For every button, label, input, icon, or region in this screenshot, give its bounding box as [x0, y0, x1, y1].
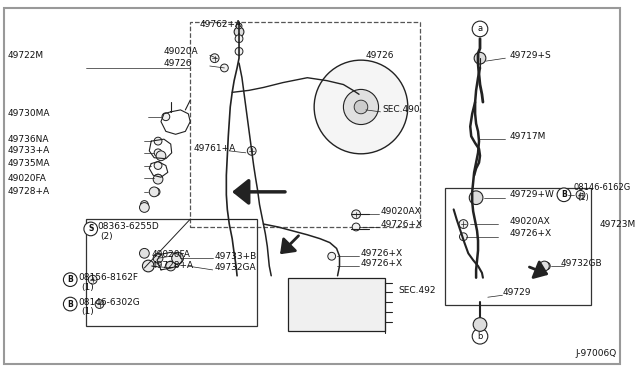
Text: 49735MA: 49735MA: [8, 159, 51, 168]
Text: J-97006Q: J-97006Q: [575, 349, 616, 358]
Circle shape: [247, 147, 256, 155]
Circle shape: [557, 188, 571, 202]
Bar: [86, 219, 257, 327]
Bar: [288, 278, 385, 331]
Text: 49729: 49729: [502, 288, 531, 297]
Circle shape: [156, 151, 166, 161]
Text: 08146-6302G: 08146-6302G: [78, 298, 140, 307]
Text: (2): (2): [100, 232, 113, 241]
Circle shape: [235, 35, 243, 42]
Circle shape: [143, 260, 154, 272]
Text: 49717M: 49717M: [509, 132, 546, 141]
Text: 49020FA: 49020FA: [8, 174, 47, 183]
Circle shape: [314, 60, 408, 154]
Circle shape: [152, 188, 160, 196]
Circle shape: [472, 21, 488, 37]
Text: 49726: 49726: [366, 51, 394, 60]
Text: 49726+X: 49726+X: [509, 229, 552, 238]
Circle shape: [354, 100, 368, 114]
Circle shape: [540, 261, 549, 271]
Circle shape: [95, 300, 104, 308]
Text: (1): (1): [81, 307, 93, 316]
Text: 08156-8162F: 08156-8162F: [78, 273, 138, 282]
Bar: [445, 188, 591, 305]
Text: 49020A: 49020A: [164, 47, 198, 56]
Text: B: B: [561, 190, 567, 199]
Circle shape: [352, 210, 360, 219]
Circle shape: [154, 137, 162, 145]
Text: S: S: [88, 224, 93, 233]
Text: 49020FA: 49020FA: [151, 250, 190, 259]
Text: 49728+A: 49728+A: [151, 262, 193, 270]
Text: 49728+A: 49728+A: [8, 187, 50, 196]
Text: 49733+A: 49733+A: [8, 146, 50, 155]
Circle shape: [154, 149, 162, 157]
Text: (1): (1): [577, 193, 589, 202]
Text: 49726+X: 49726+X: [361, 249, 403, 258]
Text: 49736NA: 49736NA: [8, 135, 49, 144]
Circle shape: [352, 223, 360, 231]
Text: 49729+W: 49729+W: [509, 190, 554, 199]
Circle shape: [140, 248, 149, 258]
Circle shape: [88, 275, 97, 284]
Circle shape: [235, 48, 243, 55]
Circle shape: [154, 174, 162, 182]
Circle shape: [543, 262, 550, 270]
Text: (1): (1): [81, 283, 93, 292]
Text: 49762+A: 49762+A: [200, 20, 242, 29]
Circle shape: [234, 27, 244, 37]
Text: 49726+X: 49726+X: [381, 219, 422, 228]
Bar: [190, 22, 419, 227]
Text: 49723M: 49723M: [600, 219, 636, 228]
Circle shape: [236, 23, 242, 29]
Text: 49732GB: 49732GB: [561, 259, 603, 267]
Circle shape: [344, 89, 378, 125]
Circle shape: [141, 201, 148, 208]
Circle shape: [221, 64, 228, 72]
Text: b: b: [477, 332, 483, 341]
Circle shape: [166, 261, 175, 271]
Text: 49726: 49726: [164, 58, 193, 68]
Text: 08146-6162G: 08146-6162G: [573, 183, 631, 192]
Circle shape: [328, 252, 335, 260]
Text: 49726+X: 49726+X: [361, 259, 403, 267]
Circle shape: [153, 253, 163, 263]
Text: 49730MA: 49730MA: [8, 109, 51, 118]
Circle shape: [460, 233, 467, 241]
Circle shape: [63, 273, 77, 286]
Text: a: a: [477, 25, 483, 33]
Text: SEC.490: SEC.490: [383, 105, 420, 115]
Circle shape: [473, 318, 487, 331]
Circle shape: [474, 52, 486, 64]
Circle shape: [149, 187, 159, 197]
Circle shape: [84, 222, 97, 236]
Circle shape: [576, 190, 585, 199]
Text: 08363-6255D: 08363-6255D: [97, 222, 159, 231]
Text: 49733+B: 49733+B: [214, 252, 257, 261]
Text: 49722M: 49722M: [8, 51, 44, 60]
Circle shape: [153, 174, 163, 184]
Circle shape: [472, 328, 488, 344]
Text: B: B: [67, 299, 73, 308]
Text: B: B: [67, 275, 73, 284]
Circle shape: [162, 113, 170, 121]
Circle shape: [154, 161, 162, 169]
Text: 49729+S: 49729+S: [509, 51, 551, 60]
Circle shape: [459, 219, 468, 228]
Circle shape: [140, 203, 149, 212]
Circle shape: [172, 252, 184, 264]
Text: 49020AX: 49020AX: [381, 207, 421, 216]
Text: 49020AX: 49020AX: [509, 217, 550, 226]
Circle shape: [469, 191, 483, 205]
Text: 49732GA: 49732GA: [214, 263, 256, 272]
Text: SEC.492: SEC.492: [398, 286, 436, 295]
Circle shape: [211, 54, 219, 62]
Circle shape: [63, 297, 77, 311]
Text: 49761+A: 49761+A: [193, 144, 236, 153]
